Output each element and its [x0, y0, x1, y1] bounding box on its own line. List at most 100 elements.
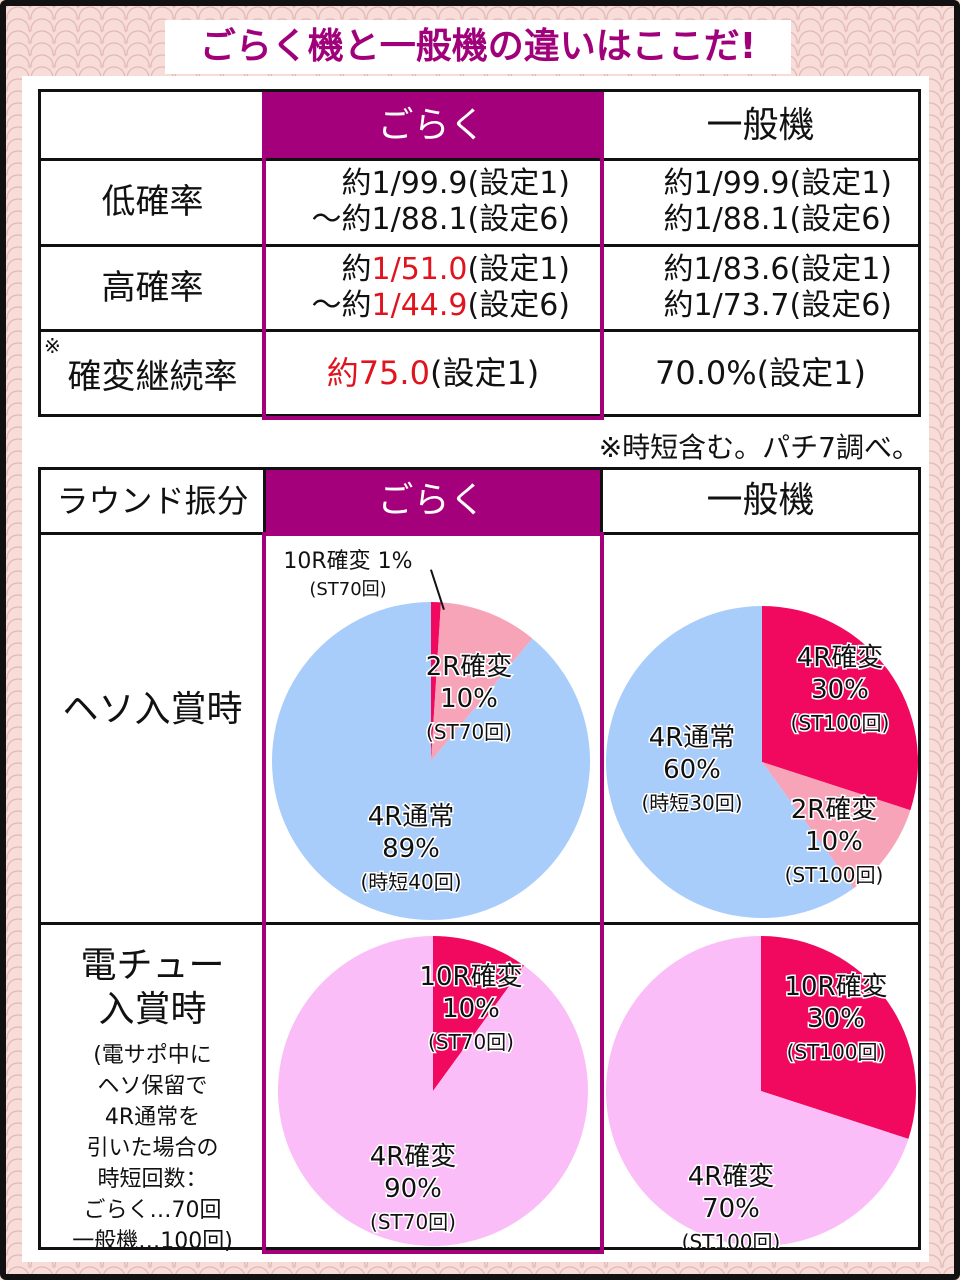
- pie-slice: [606, 606, 854, 918]
- t2-line-top: [38, 467, 921, 470]
- denchu-note-line: 一般機…100回): [72, 1229, 233, 1254]
- ippan-low-line1: 約1/99.9(設定1): [663, 166, 893, 201]
- goraku-high-prob: 約1/51.0(設定1) ～約1/44.9(設定6): [266, 252, 600, 324]
- pie-slice-percent: 10%: [805, 827, 863, 857]
- pie-slice: [271, 602, 590, 920]
- t2-goraku-outline: [262, 532, 604, 1254]
- t2-line-2: [38, 922, 921, 925]
- pie-slice-percent: 90%: [384, 1174, 442, 1204]
- pie-slice-note: (ST70回): [370, 1210, 456, 1234]
- goraku-high-val1: 1/51.0: [371, 252, 468, 287]
- pie-slice: [762, 606, 918, 811]
- goraku-low-line1: 約1/99.9(設定1): [341, 166, 571, 201]
- heso-label: ヘソ入賞時: [62, 689, 243, 730]
- ippan-header-label: 一般機: [706, 105, 815, 146]
- pie-slice-percent: 10%: [440, 684, 498, 714]
- t1-line-bottom: [38, 414, 921, 417]
- t2-vline-right: [918, 467, 921, 1250]
- t1-line-2: [38, 244, 921, 247]
- pie-slice-percent: 70%: [702, 1194, 760, 1224]
- round-header-label: ラウンド振分: [56, 482, 249, 520]
- t2-vline-left: [38, 467, 41, 1250]
- pie-slice: [433, 936, 525, 1091]
- denchu-label-line1: 電チュー: [80, 945, 225, 986]
- t1-line-3: [38, 329, 921, 332]
- goraku-high-val2: 1/44.9: [371, 288, 468, 323]
- denchu-note-line: 時短回数：: [97, 1167, 208, 1192]
- denchu-note-line: 引いた場合の: [86, 1136, 219, 1161]
- t1-vline-left: [38, 89, 41, 417]
- goraku-high-line1: 約1/51.0(設定1): [266, 252, 571, 288]
- pie-slice-label: 2R確変: [791, 795, 878, 825]
- denchu-label: 電チュー 入賞時: [40, 944, 265, 1032]
- pie-slice-note: (時短40回): [360, 870, 461, 894]
- pie-slice-note: (ST100回): [785, 863, 884, 887]
- pie-slice-note: (ST100回): [682, 1230, 781, 1248]
- goraku-header-cell-2: ごらく: [263, 470, 600, 532]
- pie-slice-label: 4R通常: [649, 723, 736, 753]
- goraku-high-pre1: 約: [341, 252, 372, 287]
- pie-slice-note: (時短30回): [641, 791, 742, 815]
- t1-line-1: [38, 158, 921, 161]
- t1-vline-right: [918, 89, 921, 417]
- pie-slice-percent: 60%: [663, 755, 721, 785]
- pie-slice-percent: 30%: [811, 675, 869, 705]
- denchu-note: (電サポ中に ヘソ保留で 4R通常を引いた場合の 時短回数： ごらく…70回 一般機…10…: [40, 1040, 265, 1257]
- denchu-note-line: ごらく…70回: [83, 1198, 222, 1223]
- pie-slice-percent: 10%: [442, 994, 500, 1024]
- t2-line-bottom: [38, 1247, 921, 1250]
- pie-slice-note: (ST70回): [309, 579, 387, 600]
- goraku-high-post2: (設定6): [467, 288, 571, 323]
- ippan-low-line2: 約1/88.1(設定6): [663, 202, 893, 237]
- pie-slice-note: (ST70回): [428, 1030, 514, 1054]
- source-note: ※時短含む。パチ7調べ。: [598, 431, 920, 464]
- goraku-high-post1: (設定1): [467, 252, 571, 287]
- pie-slice-note: (ST100回): [791, 711, 890, 735]
- ippan-low-prob: 約1/99.9(設定1) 約1/88.1(設定6): [603, 166, 918, 238]
- goraku-low-prob: 約1/99.9(設定1) ～約1/88.1(設定6): [266, 166, 600, 238]
- pie-slice-label: 4R確変: [370, 1142, 457, 1172]
- pie-slice: [606, 936, 909, 1246]
- goraku-low-line2: ～約1/88.1(設定6): [311, 202, 571, 237]
- pie-slice-label: 10R確変 1%: [283, 549, 413, 574]
- goraku-10r-external-label: 10R確変 1% (ST70回): [268, 548, 428, 604]
- goraku-kakuhen-post: (設定1): [429, 354, 540, 392]
- goraku-high-pre2: ～約: [311, 288, 372, 323]
- ippan-high-prob: 約1/83.6(設定1) 約1/73.7(設定6): [603, 252, 918, 324]
- goraku-kakuhen-rate: 約75.0(設定1): [266, 332, 600, 414]
- denchu-note-line: ヘソ保留で: [97, 1074, 208, 1099]
- pie-slice: [431, 602, 441, 761]
- pie-slice-label: 2R確変: [426, 652, 513, 682]
- ippan-high-line2: 約1/73.7(設定6): [663, 288, 893, 323]
- low-prob-label: 低確率: [101, 182, 204, 222]
- ippan-header-label-2: 一般機: [706, 480, 815, 521]
- pie-slice: [762, 762, 911, 889]
- pie-slice: [761, 936, 916, 1139]
- pie-slice: [277, 936, 588, 1246]
- pie-slice-note: (ST70回): [426, 720, 512, 744]
- pie-slice-label: 4R確変: [797, 643, 884, 673]
- denchu-label-line2: 入賞時: [98, 989, 207, 1030]
- t1-goraku-outline: [262, 92, 604, 420]
- denchu-note-line: 4R通常を: [104, 1105, 201, 1130]
- goraku-header-cell: ごらく: [263, 92, 600, 160]
- t1-line-top: [38, 89, 921, 92]
- pie-slice-label: 10R確変: [784, 972, 887, 1002]
- pie-slice-percent: 30%: [807, 1004, 865, 1034]
- ippan-kakuhen-rate: 70.0%(設定1): [655, 354, 866, 392]
- ippan-high-line1: 約1/83.6(設定1): [663, 252, 893, 287]
- high-prob-label: 高確率: [101, 268, 204, 308]
- pie-slice-label: 4R通常: [368, 802, 455, 832]
- kakuhen-mark: ※: [44, 334, 61, 358]
- pie-slice: [431, 602, 533, 761]
- goraku-kakuhen-val: 約75.0: [326, 354, 430, 392]
- page-title: ごらく機と一般機の違いはここだ!: [165, 20, 791, 74]
- kakuhen-label: 確変継続率: [67, 357, 238, 397]
- pie-slice-label: 4R確変: [688, 1162, 775, 1192]
- denchu-note-line: (電サポ中に: [93, 1043, 212, 1068]
- pie-slice-note: (ST100回): [787, 1040, 886, 1064]
